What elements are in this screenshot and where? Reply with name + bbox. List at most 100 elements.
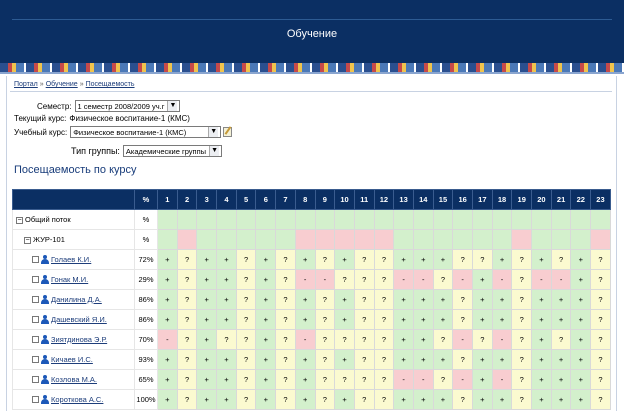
- attendance-cell[interactable]: +: [255, 349, 277, 370]
- attendance-cell[interactable]: +: [531, 249, 552, 270]
- attendance-cell[interactable]: ?: [353, 249, 375, 270]
- attendance-cell[interactable]: +: [216, 389, 237, 410]
- attendance-cell[interactable]: +: [531, 329, 552, 350]
- edit-icon[interactable]: [223, 127, 233, 137]
- attendance-cell[interactable]: ?: [373, 289, 395, 310]
- attendance-cell[interactable]: +: [550, 369, 572, 390]
- attendance-cell[interactable]: ?: [275, 369, 296, 390]
- attendance-cell[interactable]: ?: [511, 389, 533, 410]
- attendance-cell[interactable]: +: [570, 369, 592, 390]
- breadcrumb-education-link[interactable]: Обучение: [45, 81, 78, 88]
- attendance-cell[interactable]: +: [334, 309, 355, 330]
- attendance-cell[interactable]: ?: [373, 369, 395, 390]
- attendance-cell[interactable]: ?: [314, 329, 336, 350]
- attendance-cell[interactable]: ?: [353, 309, 375, 330]
- attendance-cell[interactable]: +: [472, 389, 493, 410]
- attendance-cell[interactable]: +: [196, 329, 218, 350]
- attendance-cell[interactable]: -: [412, 269, 434, 290]
- attendance-cell[interactable]: +: [157, 289, 178, 310]
- attendance-cell[interactable]: ?: [176, 249, 198, 270]
- attendance-cell[interactable]: +: [393, 289, 414, 310]
- attendance-cell[interactable]: ?: [511, 349, 533, 370]
- attendance-cell[interactable]: +: [570, 349, 592, 370]
- attendance-cell[interactable]: +: [491, 389, 513, 410]
- attendance-cell[interactable]: +: [255, 369, 277, 390]
- attendance-cell[interactable]: +: [432, 289, 454, 310]
- attendance-cell[interactable]: -: [294, 329, 316, 350]
- attendance-cell[interactable]: +: [491, 289, 513, 310]
- attendance-cell[interactable]: ?: [373, 249, 395, 270]
- attendance-cell[interactable]: +: [216, 369, 237, 390]
- attendance-cell[interactable]: +: [412, 329, 434, 350]
- attendance-cell[interactable]: +: [294, 369, 316, 390]
- collapse-toggle[interactable]: −: [24, 236, 31, 244]
- attendance-cell[interactable]: +: [157, 269, 178, 290]
- attendance-cell[interactable]: +: [531, 349, 552, 370]
- attendance-cell[interactable]: ?: [590, 329, 611, 350]
- attendance-cell[interactable]: ?: [452, 289, 473, 310]
- attendance-cell[interactable]: ?: [235, 269, 257, 290]
- attendance-cell[interactable]: +: [393, 349, 414, 370]
- attendance-cell[interactable]: +: [570, 309, 592, 330]
- attendance-cell[interactable]: ?: [176, 329, 198, 350]
- attendance-cell[interactable]: +: [531, 389, 552, 410]
- attendance-cell[interactable]: -: [393, 369, 414, 390]
- attendance-cell[interactable]: ?: [235, 249, 257, 270]
- attendance-cell[interactable]: +: [570, 269, 592, 290]
- attendance-cell[interactable]: ?: [235, 349, 257, 370]
- attendance-cell[interactable]: +: [294, 309, 316, 330]
- expand-toggle[interactable]: [32, 316, 39, 324]
- attendance-cell[interactable]: ?: [590, 369, 611, 390]
- breadcrumb-attendance-link[interactable]: Посещаемость: [85, 81, 135, 88]
- attendance-cell[interactable]: +: [472, 349, 493, 370]
- attendance-cell[interactable]: ?: [550, 329, 572, 350]
- attendance-cell[interactable]: ?: [550, 249, 572, 270]
- attendance-cell[interactable]: -: [452, 269, 473, 290]
- attendance-cell[interactable]: +: [472, 269, 493, 290]
- attendance-cell[interactable]: +: [570, 289, 592, 310]
- attendance-cell[interactable]: +: [196, 369, 218, 390]
- attendance-cell[interactable]: +: [294, 289, 316, 310]
- attendance-cell[interactable]: ?: [373, 329, 395, 350]
- attendance-cell[interactable]: ?: [590, 389, 611, 410]
- attendance-cell[interactable]: +: [216, 289, 237, 310]
- student-link[interactable]: Данилина Д.А.: [51, 294, 102, 304]
- attendance-cell[interactable]: +: [432, 389, 454, 410]
- attendance-cell[interactable]: ?: [275, 329, 296, 350]
- attendance-cell[interactable]: ?: [452, 249, 473, 270]
- attendance-cell[interactable]: ?: [235, 329, 257, 350]
- attendance-cell[interactable]: ?: [511, 249, 533, 270]
- attendance-cell[interactable]: +: [412, 309, 434, 330]
- attendance-cell[interactable]: +: [334, 289, 355, 310]
- attendance-cell[interactable]: ?: [472, 249, 493, 270]
- attendance-cell[interactable]: ?: [314, 349, 336, 370]
- attendance-cell[interactable]: ?: [511, 289, 533, 310]
- attendance-cell[interactable]: +: [472, 289, 493, 310]
- attendance-cell[interactable]: ?: [176, 309, 198, 330]
- attendance-cell[interactable]: ?: [511, 269, 533, 290]
- attendance-cell[interactable]: ?: [472, 329, 493, 350]
- attendance-cell[interactable]: ?: [452, 389, 473, 410]
- attendance-cell[interactable]: +: [491, 309, 513, 330]
- attendance-cell[interactable]: +: [432, 349, 454, 370]
- attendance-cell[interactable]: +: [531, 289, 552, 310]
- expand-toggle[interactable]: [32, 396, 39, 404]
- attendance-cell[interactable]: ?: [314, 369, 336, 390]
- attendance-cell[interactable]: ?: [432, 369, 454, 390]
- expand-toggle[interactable]: [32, 276, 39, 284]
- attendance-cell[interactable]: ?: [275, 289, 296, 310]
- attendance-cell[interactable]: ?: [452, 309, 473, 330]
- attendance-cell[interactable]: ?: [511, 309, 533, 330]
- breadcrumb-portal-link[interactable]: Портал: [14, 81, 38, 88]
- attendance-cell[interactable]: +: [157, 309, 178, 330]
- attendance-cell[interactable]: ?: [373, 269, 395, 290]
- attendance-cell[interactable]: ?: [314, 249, 336, 270]
- student-link[interactable]: Козлова М.А.: [51, 374, 98, 384]
- attendance-cell[interactable]: +: [255, 389, 277, 410]
- attendance-cell[interactable]: ?: [235, 289, 257, 310]
- attendance-cell[interactable]: ?: [235, 389, 257, 410]
- attendance-cell[interactable]: +: [157, 369, 178, 390]
- expand-toggle[interactable]: [32, 356, 39, 364]
- collapse-toggle[interactable]: −: [16, 216, 23, 224]
- attendance-cell[interactable]: ?: [314, 289, 336, 310]
